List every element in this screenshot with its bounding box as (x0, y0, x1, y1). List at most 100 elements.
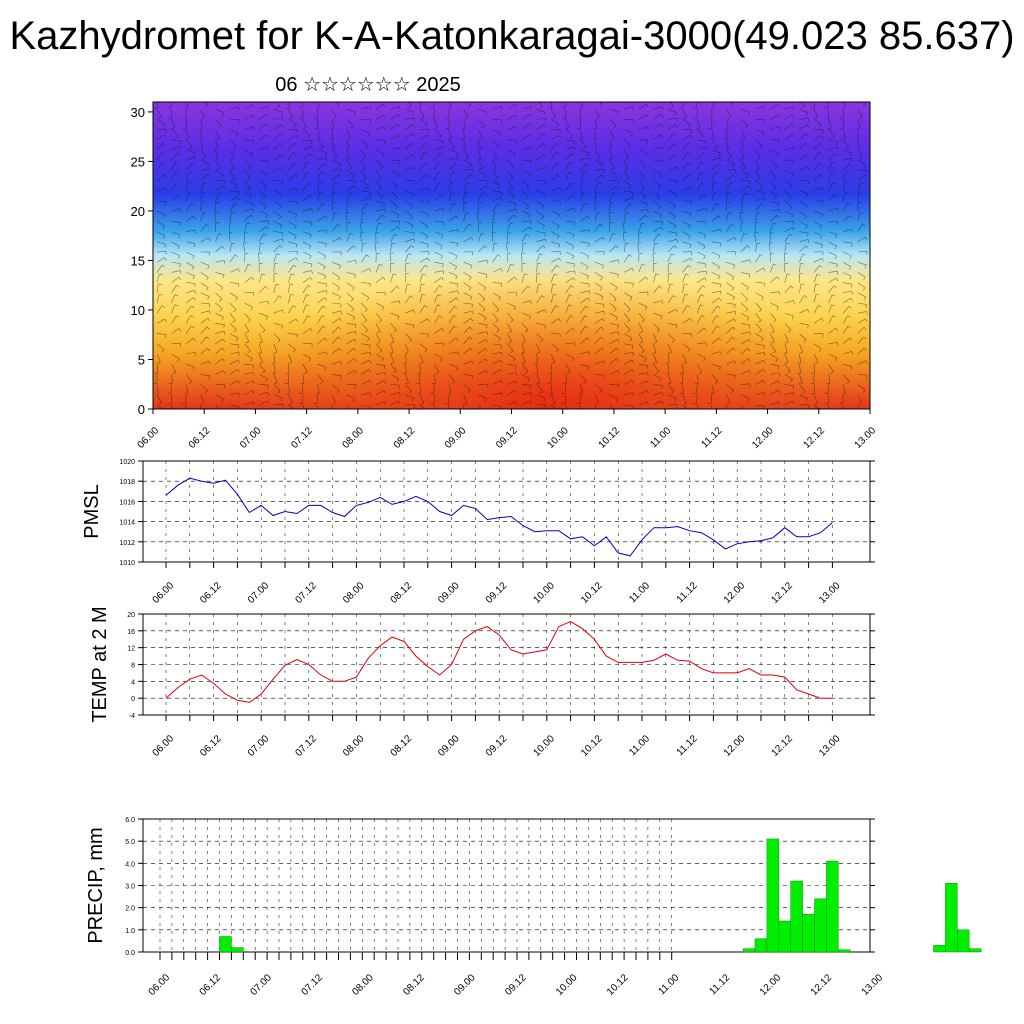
y-tick-label: 10 (131, 303, 145, 318)
x-tick-label: 07.00 (246, 733, 272, 759)
chart-subtitle: 06 ☆☆☆☆☆☆ 2025 (275, 74, 461, 96)
x-tick-label: 09.00 (452, 972, 478, 998)
precip-bar (838, 949, 851, 953)
precip-bar (742, 948, 756, 953)
y-tick-label: 1020 (119, 459, 135, 466)
y-tick-label: 30 (131, 105, 145, 120)
x-tick-label: 07.00 (246, 580, 272, 606)
y-tick-label: 0.0 (125, 950, 135, 957)
x-tick-label: 12.12 (769, 733, 795, 759)
precip-bar (945, 883, 958, 953)
heatmap-warm-core (153, 102, 870, 409)
wind-barbs (153, 102, 868, 409)
x-tick-label: 07.12 (289, 425, 315, 451)
x-tick-label: 12.12 (809, 972, 835, 998)
y-tick-label: 16 (127, 629, 135, 636)
x-tick-label: 10.00 (545, 425, 571, 451)
precip-bar (957, 929, 970, 953)
x-tick-label: 06.00 (147, 972, 173, 998)
y-tick-label: 5.0 (125, 839, 135, 846)
x-tick-label: 11.00 (648, 425, 673, 450)
x-tick-label: 11.00 (627, 580, 652, 605)
x-tick-label: 13.00 (817, 733, 843, 759)
y-tick-label: 1010 (119, 560, 135, 567)
y-tick-label: 8 (131, 663, 135, 670)
y-tick-label: 3.0 (125, 884, 135, 891)
x-tick-label: 10.00 (554, 972, 580, 998)
x-tick-label: 10.00 (531, 733, 557, 759)
x-tick-label: 09.00 (443, 425, 469, 451)
x-tick-label: 07.00 (238, 425, 264, 451)
x-tick-label: 12.00 (722, 580, 748, 606)
y-axis-label: PRECIP, mm (85, 827, 107, 943)
y-tick-label: 0 (131, 696, 135, 703)
x-tick-label: 08.12 (401, 972, 427, 998)
x-tick-label: 10.12 (579, 733, 605, 759)
x-tick-label: 11.12 (675, 733, 700, 758)
x-tick-label: 06.00 (151, 580, 177, 606)
y-axis-label: TEMP at 2 M (89, 606, 111, 722)
x-tick-label: 06.12 (187, 425, 213, 451)
x-tick-label: 13.00 (860, 972, 886, 998)
x-tick-label: 10.12 (597, 425, 623, 451)
precip-bar (766, 838, 780, 953)
precip-bar (814, 898, 827, 953)
precip-bar (933, 945, 946, 953)
y-tick-label: 4.0 (125, 861, 135, 868)
series-line (165, 621, 833, 703)
y-tick-label: 4 (131, 679, 135, 686)
series-line (165, 477, 833, 557)
precip-bar (778, 920, 791, 953)
x-tick-label: 08.00 (341, 580, 367, 606)
temperature-panel: -4 0 4 8 12 16 20 06.00 06.12 07.00 07.12 08.00 08.1… (89, 606, 875, 759)
y-tick-label: 1014 (119, 520, 135, 527)
y-tick-label: 20 (131, 204, 145, 219)
y-tick-label: -4 (129, 713, 135, 720)
x-tick-label: 09.00 (436, 733, 462, 759)
x-tick-label: 06.12 (198, 972, 224, 998)
x-tick-label: 10.12 (605, 972, 631, 998)
x-tick-label: 07.12 (293, 733, 319, 759)
precip-bar (754, 938, 768, 953)
x-tick-label: 09.12 (503, 972, 529, 998)
precip-bar (219, 936, 232, 953)
x-tick-label: 06.12 (198, 580, 224, 606)
y-tick-label: 6.0 (125, 817, 135, 824)
x-tick-label: 12.00 (722, 733, 748, 759)
x-tick-label: 07.12 (299, 972, 325, 998)
x-tick-label: 11.00 (656, 972, 681, 997)
x-tick-label: 11.00 (627, 733, 652, 758)
y-tick-label: 2.0 (125, 906, 135, 913)
y-tick-label: 0 (138, 402, 145, 417)
x-tick-label: 08.12 (392, 425, 418, 451)
x-tick-label: 11.12 (707, 972, 732, 997)
x-tick-label: 12.00 (750, 425, 776, 451)
x-tick-label: 08.12 (389, 733, 415, 759)
x-tick-label: 08.00 (341, 425, 367, 451)
precip-bar (802, 914, 815, 953)
y-tick-label: 1.0 (125, 928, 135, 935)
cross-section-heatmap-panel: 0 5 10 15 20 25 30 06.00 06.12 07.00 07.12 08.00 08.… (131, 101, 878, 451)
y-tick-label: 1016 (119, 499, 135, 506)
x-tick-label: 09.00 (436, 580, 462, 606)
chart-title: Kazhydromet for K-A-Katonkaragai-3000(49… (9, 14, 1015, 58)
x-tick-label: 09.12 (484, 733, 510, 759)
x-tick-label: 09.12 (484, 580, 510, 606)
y-tick-label: 1018 (119, 479, 135, 486)
plot-frame (142, 460, 871, 563)
precip-bar (790, 880, 803, 953)
precip-bar (231, 947, 244, 953)
x-tick-label: 06.00 (136, 425, 162, 451)
x-tick-label: 11.12 (700, 425, 725, 450)
y-tick-label: 15 (131, 253, 145, 268)
precip-bar (826, 860, 839, 953)
y-tick-label: 25 (131, 154, 145, 169)
y-axis-label: PMSL (81, 484, 103, 538)
x-tick-label: 08.00 (350, 972, 376, 998)
x-tick-label: 09.12 (494, 425, 520, 451)
x-tick-label: 10.00 (531, 580, 557, 606)
x-tick-label: 06.12 (198, 733, 224, 759)
x-tick-label: 08.12 (389, 580, 415, 606)
y-tick-label: 1012 (119, 540, 135, 547)
